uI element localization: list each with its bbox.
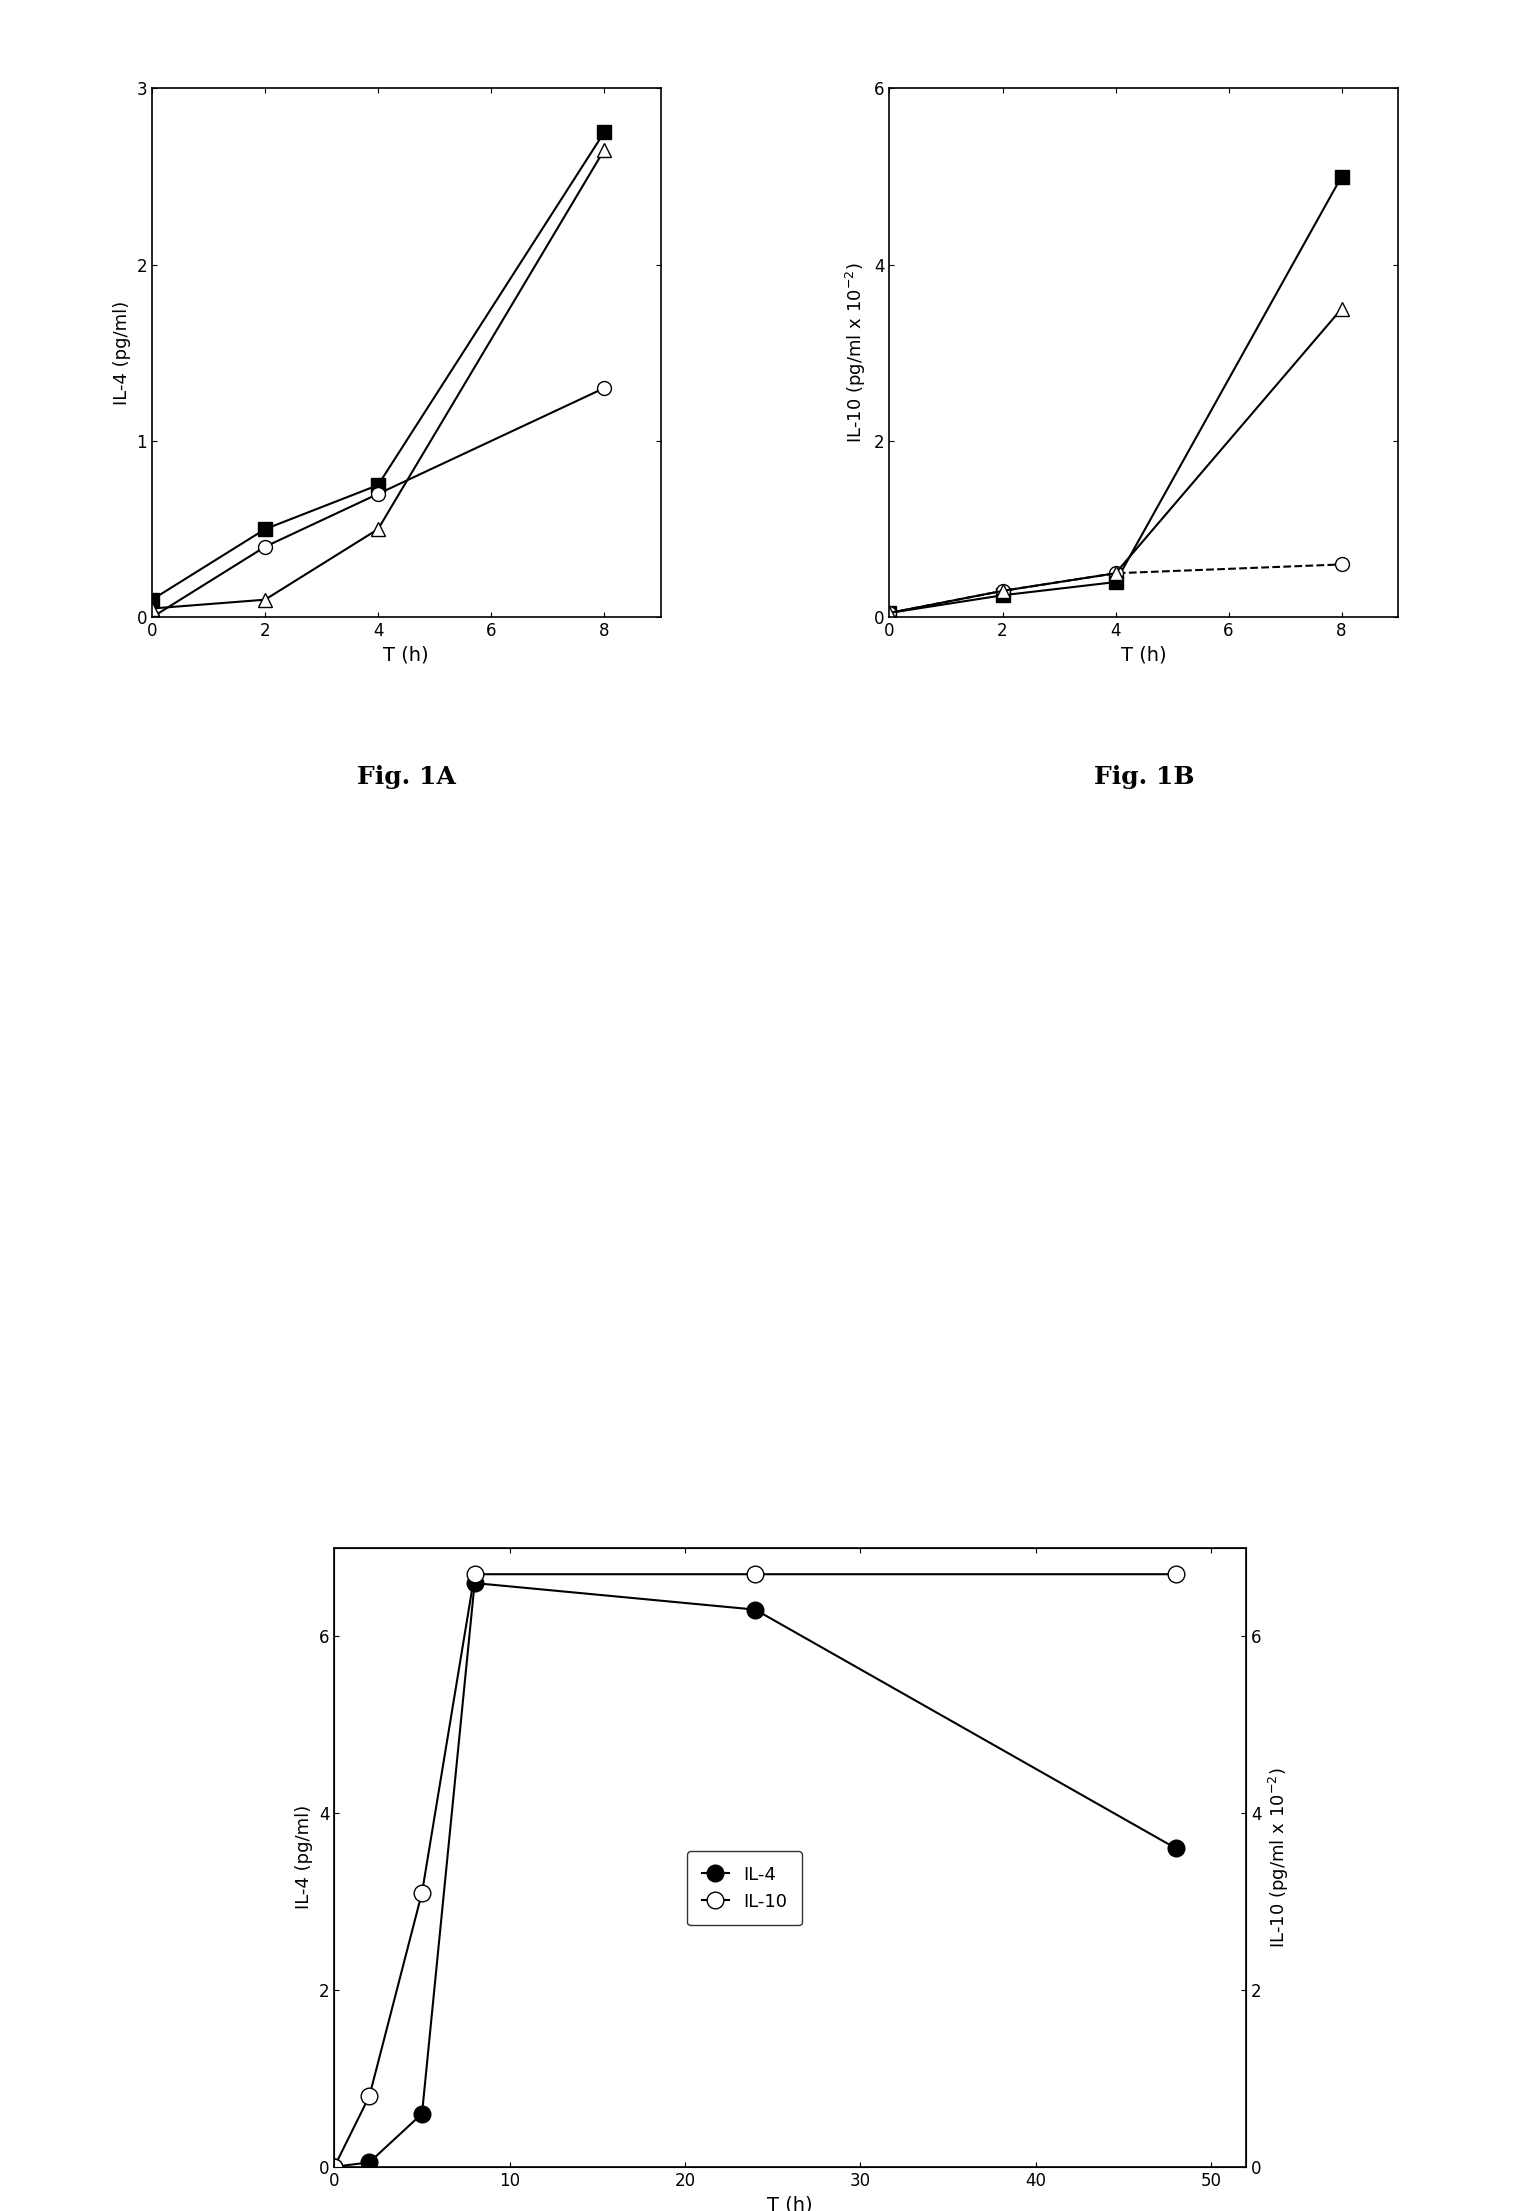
X-axis label: T (h): T (h)	[1121, 646, 1167, 666]
X-axis label: T (h): T (h)	[767, 2196, 813, 2211]
Y-axis label: IL-10 (pg/ml x 10$^{-2}$): IL-10 (pg/ml x 10$^{-2}$)	[845, 263, 867, 442]
Text: Fig. 1A: Fig. 1A	[357, 765, 456, 789]
Legend: IL-4, IL-10: IL-4, IL-10	[687, 1851, 802, 1926]
X-axis label: T (h): T (h)	[383, 646, 428, 666]
Y-axis label: IL-4 (pg/ml): IL-4 (pg/ml)	[295, 1804, 313, 1910]
Y-axis label: IL-4 (pg/ml): IL-4 (pg/ml)	[112, 301, 131, 405]
Text: Fig. 1B: Fig. 1B	[1094, 765, 1194, 789]
Y-axis label: IL-10 (pg/ml x 10$^{-2}$): IL-10 (pg/ml x 10$^{-2}$)	[1267, 1767, 1291, 1948]
